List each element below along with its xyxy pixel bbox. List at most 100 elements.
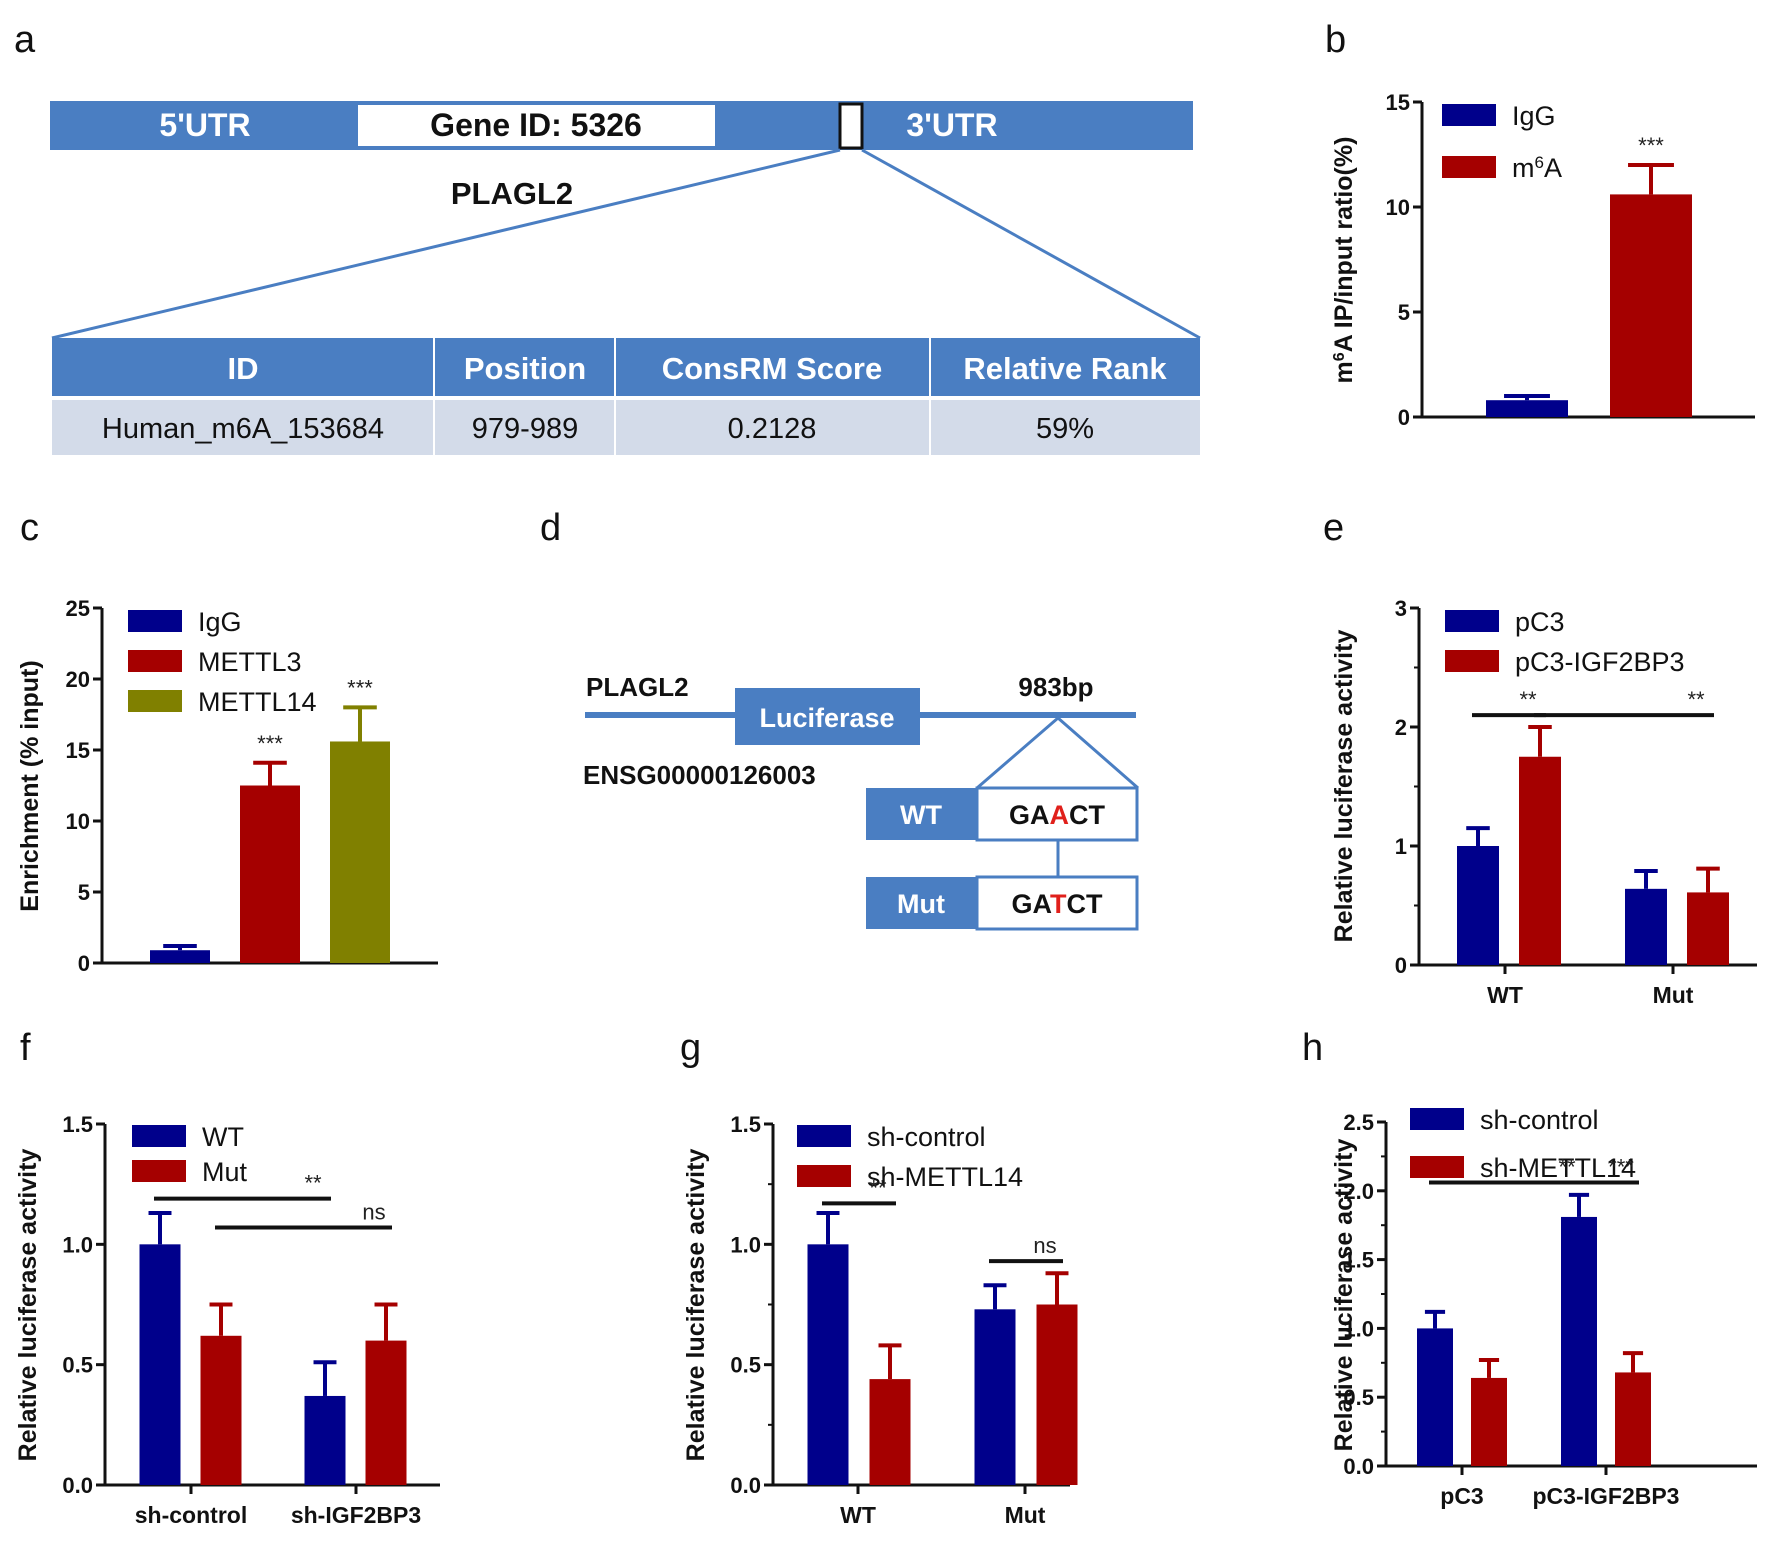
y-tick-label: 15 (1386, 90, 1410, 115)
panel-label-f: f (20, 1027, 31, 1069)
wt-tag (866, 788, 977, 840)
panel-label-g: g (680, 1027, 701, 1069)
legend-label-part: IgG (1512, 101, 1556, 131)
x-category-label: sh-control (135, 1502, 247, 1528)
y-axis-title-part: A IP/input ratio(%) (1330, 137, 1358, 353)
x-category-label: WT (840, 1502, 876, 1528)
gene-id-label: Gene ID: 5326 (430, 107, 642, 143)
luciferase-label: Luciferase (759, 703, 894, 733)
panel-label-a: a (14, 19, 36, 61)
table-cell-position: 979-989 (472, 413, 578, 445)
y-tick-label: 3 (1395, 596, 1407, 621)
x-category-label: pC3 (1440, 1483, 1483, 1509)
table-header-id: ID (228, 351, 259, 386)
legend-label: sh-control (867, 1122, 986, 1152)
table-header-rank: Relative Rank (963, 351, 1167, 386)
site-table: ID Position ConsRM Score Relative Rank H… (52, 338, 1200, 455)
legend-label: sh-control (1480, 1105, 1599, 1135)
bar-sh-mettl14 (1036, 1304, 1078, 1485)
y-tick-label: 0.0 (62, 1473, 93, 1498)
y-tick-label: 2 (1395, 715, 1407, 740)
legend-label: Mut (202, 1157, 248, 1187)
zoom-line-right (861, 148, 1201, 340)
y-axis-title: Relative luciferase activity (1330, 1139, 1358, 1452)
significance-label: ** (304, 1171, 322, 1196)
bar-sh-mettl14 (869, 1379, 911, 1485)
y-tick-label: 1.0 (1343, 1316, 1374, 1341)
legend-swatch (1442, 156, 1496, 178)
ensembl-id-label: ENSG00000126003 (583, 760, 816, 790)
chart-panel-e: e 0 1 2 3 Relative luciferase activity WT Mut pC… (1323, 507, 1757, 1008)
bar-igg (1486, 400, 1568, 417)
bar-igg (150, 950, 210, 963)
y-tick-label: 1.0 (730, 1232, 761, 1257)
significance-label: ** (869, 1175, 887, 1200)
y-tick-label: 1.5 (730, 1112, 761, 1137)
significance-label: *** (1608, 1155, 1634, 1180)
wt-sequence: GAACT (1009, 800, 1105, 830)
bar-sh-control (1417, 1328, 1453, 1466)
chart-panel-c: c 0 5 10 15 20 25 Enrichment (% input) IgG METTL3… (16, 507, 438, 976)
legend-label: sh-METTL14 (867, 1162, 1023, 1192)
legend-swatch (128, 650, 182, 672)
bar-sh-mettl14 (1615, 1372, 1651, 1466)
y-tick-label: 0.0 (1343, 1454, 1374, 1479)
y-tick-label: 1.5 (1343, 1248, 1374, 1273)
chart-panel-f: f 0.0 0.5 1.0 1.5 Relative luciferase activit… (14, 1027, 440, 1528)
legend-swatch (132, 1160, 186, 1182)
y-axis-title: m6A IP/input ratio(%) (1330, 137, 1358, 384)
chart-panel-h: h 0.0 0.5 1.0 1.5 2.0 2.5 Relative luciferase a… (1302, 1027, 1757, 1509)
legend-label-part: A (1544, 153, 1562, 183)
y-tick-label: 0.5 (62, 1353, 93, 1378)
legend-label: m6A (1512, 153, 1562, 184)
x-category-label: pC3-IGF2BP3 (1533, 1483, 1680, 1509)
gene-name-label: PLAGL2 (451, 176, 573, 211)
legend-label-part: m (1512, 153, 1535, 183)
legend-label: pC3 (1515, 607, 1565, 637)
legend-label: WT (202, 1122, 244, 1152)
significance-label: ** (1519, 687, 1537, 712)
bar-sh-control (807, 1244, 849, 1485)
y-tick-label: 0.5 (1343, 1385, 1374, 1410)
luciferase-box (735, 688, 920, 745)
panel-d: d PLAGL2 Luciferase 983bp ENSG0000012600… (540, 507, 1139, 931)
bar-wt (304, 1395, 346, 1485)
panel-label-e: e (1323, 507, 1344, 549)
legend-label-superscript: 6 (1535, 153, 1544, 172)
legend-swatch (132, 1125, 186, 1147)
x-category-label: sh-IGF2BP3 (291, 1502, 421, 1528)
y-tick-label: 1.5 (62, 1112, 93, 1137)
panel-a: a 5'UTR Gene ID: 5326 3'UTR PLAGL2 ID Po… (14, 19, 1201, 455)
bar-mut (200, 1335, 242, 1485)
panel-label-c: c (20, 507, 39, 549)
bar-sh-mettl14 (1471, 1377, 1507, 1466)
mut-sequence-box (975, 875, 1139, 931)
y-tick-label: 0 (1398, 405, 1410, 430)
site-marker (838, 102, 864, 150)
y-tick-label: 10 (1386, 195, 1410, 220)
x-category-label: WT (1487, 982, 1523, 1008)
bar-sh-control (1561, 1216, 1597, 1466)
table-cell-score: 0.2128 (728, 413, 817, 445)
table-header-position: Position (464, 351, 586, 386)
legend-swatch (797, 1125, 851, 1147)
legend-swatch (1410, 1156, 1464, 1178)
mut-seq-site: T (1050, 889, 1067, 919)
y-axis-title-part: m (1330, 361, 1358, 383)
y-tick-label: 20 (66, 667, 90, 692)
site-position-label: 983bp (1018, 672, 1093, 702)
significance-label: ns (362, 1199, 385, 1224)
y-tick-label: 5 (1398, 300, 1410, 325)
mut-seq-right: CT (1067, 889, 1103, 919)
legend-swatch (128, 610, 182, 632)
legend-label: IgG (1512, 101, 1556, 131)
legend-label: METTL14 (198, 687, 317, 717)
bar-mettl14 (330, 741, 390, 963)
y-tick-label: 15 (66, 738, 90, 763)
y-axis-title: Relative luciferase activity (1330, 630, 1358, 943)
bar-pc3 (1457, 846, 1499, 965)
bar-m6a (1610, 194, 1692, 417)
chart-panel-g: g 0.0 0.5 1.0 1.5 Relative luciferase activit… (680, 1027, 1078, 1528)
